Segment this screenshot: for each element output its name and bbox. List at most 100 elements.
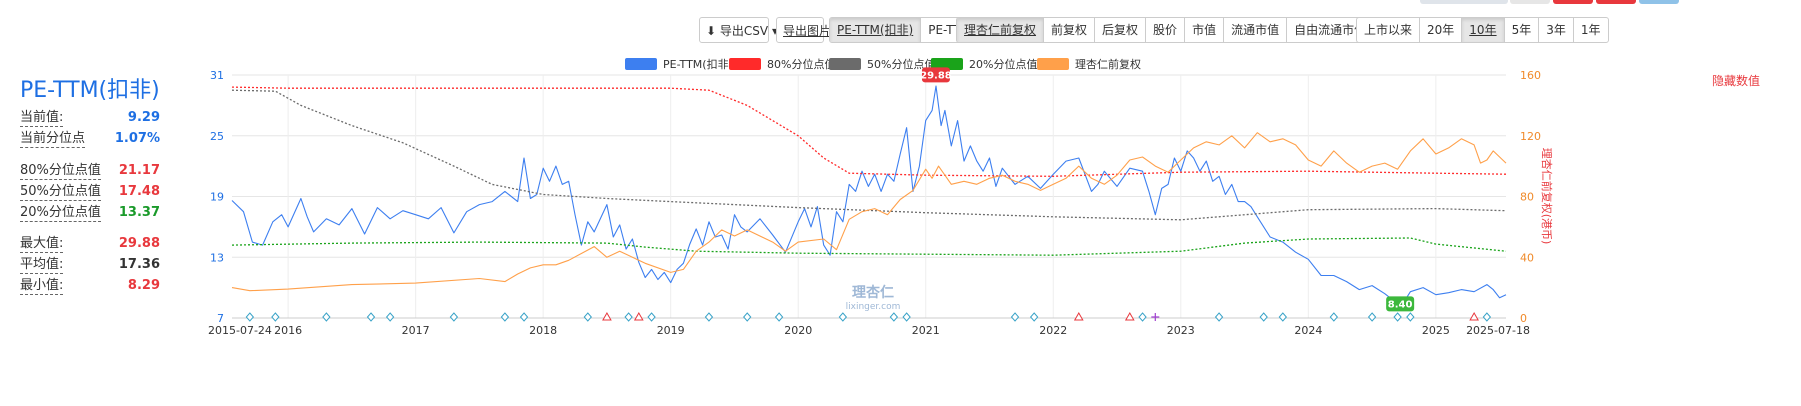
event-marker-diamond — [1406, 312, 1415, 322]
y-right-axis-label: 理杏仁前复权(港币) — [1540, 148, 1554, 245]
x-tick-label: 2024 — [1294, 324, 1322, 337]
export-image-button[interactable]: 导出图片 — [776, 17, 831, 43]
legend-item[interactable]: 50%分位点值 — [829, 57, 935, 71]
legend-item[interactable]: 80%分位点值 — [729, 57, 835, 71]
stat-value: 9.29 — [127, 110, 160, 125]
y-left-tick-label: 13 — [210, 251, 224, 264]
range-tab-2[interactable]: 10年 — [1462, 18, 1505, 42]
x-tick-label: 2023 — [1167, 324, 1195, 337]
panel-title: PE-TTM(扣非) — [20, 78, 160, 103]
metric-tab-0[interactable]: PE-TTM(扣非) — [830, 18, 922, 42]
event-marker-diamond — [624, 312, 633, 322]
caret-down-icon: ▾ — [771, 24, 778, 38]
stat-value: 17.48 — [118, 184, 160, 199]
watermark-url: lixinger.com — [846, 302, 901, 312]
price-tab-4[interactable]: 市值 — [1185, 18, 1225, 42]
event-marker-diamond — [385, 312, 395, 322]
event-marker-diamond — [366, 312, 376, 322]
watermark-logo: 理杏仁 — [852, 284, 894, 301]
y-right-tick-label: 120 — [1520, 130, 1541, 143]
legend-swatch — [829, 58, 861, 70]
price-tab-3[interactable]: 股价 — [1146, 18, 1186, 42]
x-tick-label: 2022 — [1039, 324, 1067, 337]
stat-label: 当前分位点 — [20, 131, 86, 148]
annotation-bubble — [1386, 296, 1415, 312]
y-left-tick-label: 7 — [217, 312, 224, 325]
x-tick-label: 2020 — [784, 324, 812, 337]
stat-label: 80%分位点值 — [20, 163, 101, 180]
event-marker-diamond — [1393, 312, 1402, 322]
stat-value: 1.07% — [114, 131, 160, 146]
price-tab-1[interactable]: 前复权 — [1044, 18, 1096, 42]
event-marker-triangle — [1073, 311, 1084, 321]
event-marker-diamond — [1278, 312, 1287, 322]
event-marker-diamond — [500, 312, 510, 322]
stat-value: 29.88 — [118, 236, 160, 251]
range-tab-3[interactable]: 5年 — [1505, 18, 1540, 42]
x-tick-label: 2018 — [529, 324, 557, 337]
series-line — [231, 85, 1507, 305]
event-marker-diamond — [647, 312, 656, 322]
download-icon: ⬇ — [706, 24, 717, 38]
stat-value: 8.29 — [127, 278, 160, 293]
stat-label: 50%分位点值 — [20, 184, 101, 201]
price-tab-2[interactable]: 后复权 — [1095, 18, 1147, 42]
event-marker-diamond — [1367, 312, 1377, 322]
legend-swatch — [729, 58, 761, 70]
event-marker-diamond — [743, 312, 752, 322]
annotation-label: 29.88 — [920, 70, 952, 81]
x-tick-label: 2021 — [912, 324, 940, 337]
event-marker-plus — [1151, 313, 1160, 321]
stat-value: 21.17 — [118, 163, 160, 178]
range-tab-5[interactable]: 1年 — [1580, 23, 1601, 37]
stat-label: 当前值: — [20, 110, 64, 127]
stat-row: 平均值: 17.36 — [20, 257, 160, 275]
hide-values-link[interactable]: 隐藏数值 — [1712, 74, 1761, 88]
toolbar: ⬇ 导出CSV ▾ 导出图片 PE-TTM(扣非) PE-TTM 理杏仁前复权 前复… — [0, 17, 1801, 45]
event-marker-diamond — [519, 312, 529, 322]
event-marker-diamond — [322, 312, 331, 322]
stat-label: 20%分位点值 — [20, 205, 101, 222]
y-left-tick-label: 19 — [210, 191, 224, 204]
stat-label: 最小值: — [20, 278, 64, 295]
event-marker-triangle — [602, 311, 612, 321]
x-tick-label: 2016 — [274, 324, 302, 337]
legend-label: 20%分位点值 — [969, 58, 1038, 71]
range-tab-4[interactable]: 3年 — [1539, 18, 1574, 42]
legend-item[interactable]: PE-TTM(扣非) — [625, 57, 733, 71]
event-marker-diamond — [1010, 312, 1020, 322]
annotation-bubble — [921, 67, 950, 83]
price-tab-0[interactable]: 理杏仁前复权 — [957, 18, 1045, 42]
event-marker-diamond — [774, 312, 784, 322]
stat-value: 13.37 — [118, 205, 160, 220]
stat-row: 50%分位点值 17.48 — [20, 184, 160, 202]
stat-row: 20%分位点值 13.37 — [20, 205, 160, 223]
event-marker-diamond — [583, 312, 592, 322]
legend-label: 50%分位点值 — [867, 58, 936, 71]
series-line — [231, 237, 1507, 256]
x-tick-label: 2017 — [402, 324, 430, 337]
legend-item[interactable]: 理杏仁前复权 — [1037, 57, 1141, 71]
price-tab-5[interactable]: 流通市值 — [1224, 18, 1288, 42]
range-tab-0[interactable]: 上市以来 — [1357, 18, 1421, 42]
event-marker-diamond — [1329, 312, 1339, 322]
stats-panel: PE-TTM(扣非) 当前值: 9.29 当前分位点 1.07% 80%分位点值 21.1… — [0, 0, 240, 406]
export-csv-button[interactable]: ⬇ 导出CSV ▾ — [699, 17, 778, 43]
legend-swatch — [625, 58, 657, 70]
stat-label: 平均值: — [20, 257, 64, 274]
x-tick-label: 2015-07-24 — [208, 324, 272, 337]
event-marker-diamond — [889, 312, 899, 322]
y-right-tick-label: 160 — [1520, 69, 1541, 82]
stat-value: 17.36 — [118, 257, 160, 272]
event-marker-triangle — [1469, 311, 1479, 321]
series-line — [231, 89, 1507, 221]
y-right-tick-label: 80 — [1520, 191, 1534, 204]
legend-item[interactable]: 20%分位点值 — [931, 57, 1037, 71]
event-marker-diamond — [245, 312, 255, 322]
x-tick-label: 2019 — [657, 324, 685, 337]
y-right-tick-label: 0 — [1520, 312, 1527, 325]
stat-label: 最大值: — [20, 236, 64, 253]
event-marker-diamond — [1259, 312, 1268, 322]
range-tab-1[interactable]: 20年 — [1420, 18, 1463, 42]
